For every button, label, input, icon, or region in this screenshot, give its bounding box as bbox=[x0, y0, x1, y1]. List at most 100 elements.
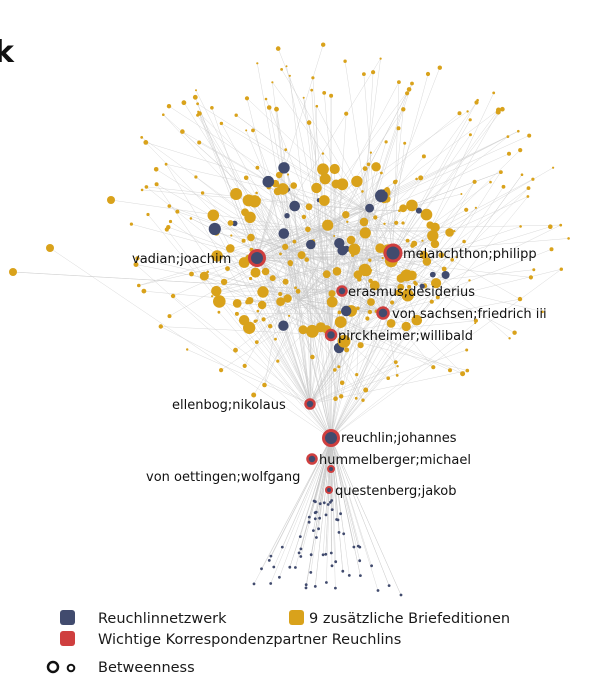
node-additional-edition bbox=[230, 188, 243, 200]
node-additional-edition bbox=[247, 233, 255, 242]
node-additional-edition bbox=[405, 238, 410, 243]
node-additional-edition bbox=[435, 295, 440, 300]
edge bbox=[264, 249, 291, 386]
node-additional-edition bbox=[354, 396, 358, 400]
node-additional-edition bbox=[244, 96, 250, 101]
edge bbox=[330, 275, 413, 439]
node-vadian[interactable] bbox=[248, 249, 266, 267]
node-reuchlin-network bbox=[269, 554, 273, 558]
node-additional-edition bbox=[315, 104, 319, 108]
node-additional-edition bbox=[251, 128, 255, 133]
node-additional-edition bbox=[390, 300, 395, 305]
node-additional-edition bbox=[168, 219, 173, 224]
node-reuchlin-network bbox=[343, 245, 350, 252]
node-additional-edition bbox=[344, 111, 349, 116]
node-additional-edition bbox=[468, 133, 472, 137]
node-additional-edition bbox=[261, 267, 270, 276]
edge bbox=[256, 181, 358, 259]
legend-betweenness-small-circle bbox=[66, 663, 76, 673]
edge bbox=[283, 167, 366, 211]
node-reuchlin-network bbox=[208, 222, 221, 236]
node-additional-edition bbox=[427, 230, 439, 242]
node-additional-edition bbox=[333, 235, 336, 237]
edge bbox=[289, 171, 501, 251]
node-erasmus[interactable] bbox=[336, 285, 348, 297]
node-additional-edition bbox=[518, 148, 523, 153]
edge bbox=[392, 109, 499, 254]
node-additional-edition bbox=[275, 46, 281, 51]
node-additional-edition bbox=[495, 109, 501, 115]
node-additional-edition bbox=[468, 118, 472, 122]
node-additional-edition bbox=[421, 154, 426, 159]
node-additional-edition bbox=[420, 208, 433, 221]
node-additional-edition bbox=[255, 191, 258, 195]
node-additional-edition bbox=[283, 294, 292, 303]
edge bbox=[168, 226, 258, 259]
node-reuchlin-network bbox=[330, 564, 334, 568]
node-additional-edition bbox=[337, 334, 351, 348]
legend-label-key-partners: Wichtige Korrespondenzpartner Reuchlins bbox=[98, 632, 401, 648]
edge bbox=[309, 169, 324, 405]
node-additional-edition bbox=[153, 167, 159, 172]
node-reuchlin-network bbox=[304, 583, 308, 587]
node-additional-edition bbox=[302, 96, 305, 99]
node-additional-edition bbox=[336, 178, 349, 191]
node-additional-edition bbox=[367, 309, 373, 315]
node-additional-edition bbox=[175, 209, 180, 214]
node-additional-edition bbox=[337, 310, 342, 315]
edge bbox=[249, 217, 332, 336]
node-additional-edition bbox=[230, 234, 233, 237]
node-reuchlin-network bbox=[341, 305, 352, 317]
node-additional-edition bbox=[343, 59, 347, 63]
edge bbox=[281, 69, 394, 254]
node-additional-edition bbox=[333, 396, 338, 402]
edge bbox=[289, 437, 332, 568]
edge bbox=[282, 437, 332, 548]
node-reuchlin-network bbox=[337, 531, 341, 534]
node-additional-edition bbox=[401, 289, 414, 302]
node-additional-edition bbox=[199, 271, 209, 281]
edge bbox=[392, 100, 478, 254]
legend-betweenness-large-circle bbox=[46, 660, 60, 674]
node-additional-edition bbox=[362, 166, 368, 172]
legend-swatch-reuchlin-network bbox=[60, 610, 75, 625]
node-additional-edition bbox=[255, 319, 258, 322]
node-additional-edition bbox=[342, 211, 350, 219]
node-additional-edition bbox=[460, 193, 463, 195]
edge bbox=[254, 201, 291, 251]
node-additional-edition bbox=[526, 186, 531, 191]
edge bbox=[235, 193, 311, 405]
node-reuchlin[interactable] bbox=[322, 429, 340, 447]
node-additional-edition bbox=[280, 68, 283, 71]
node-additional-edition bbox=[450, 258, 455, 262]
node-pirckheimer[interactable] bbox=[324, 328, 338, 342]
edge bbox=[319, 113, 460, 231]
node-hummelberger[interactable] bbox=[306, 453, 318, 465]
node-additional-edition bbox=[278, 291, 283, 297]
node-additional-edition bbox=[411, 314, 423, 326]
edge bbox=[218, 312, 332, 439]
node-questenberg[interactable] bbox=[325, 486, 333, 494]
node-reuchlin-network bbox=[415, 207, 422, 214]
node-additional-edition bbox=[371, 70, 376, 75]
node-additional-edition bbox=[507, 151, 511, 156]
node-ellenbog[interactable] bbox=[304, 398, 316, 410]
edge bbox=[309, 327, 322, 405]
edge bbox=[249, 217, 311, 405]
label-ellenbog: ellenbog;nikolaus bbox=[172, 398, 286, 413]
node-reuchlin-network bbox=[329, 551, 333, 555]
edge bbox=[255, 321, 332, 439]
node-additional-edition bbox=[144, 185, 149, 189]
node-vonsachsen[interactable] bbox=[376, 306, 390, 320]
edge bbox=[330, 437, 402, 596]
node-reuchlin-network bbox=[304, 586, 308, 590]
node-melanchthon[interactable] bbox=[383, 243, 403, 263]
label-melanchthon: melanchthon;philipp bbox=[403, 247, 537, 262]
node-additional-edition bbox=[311, 76, 315, 80]
node-additional-edition bbox=[425, 71, 431, 77]
node-vonoettingen[interactable] bbox=[327, 465, 335, 473]
node-additional-edition bbox=[437, 65, 442, 70]
node-additional-edition bbox=[361, 398, 365, 402]
node-reuchlin-network bbox=[334, 586, 337, 590]
node-additional-edition bbox=[154, 182, 159, 187]
